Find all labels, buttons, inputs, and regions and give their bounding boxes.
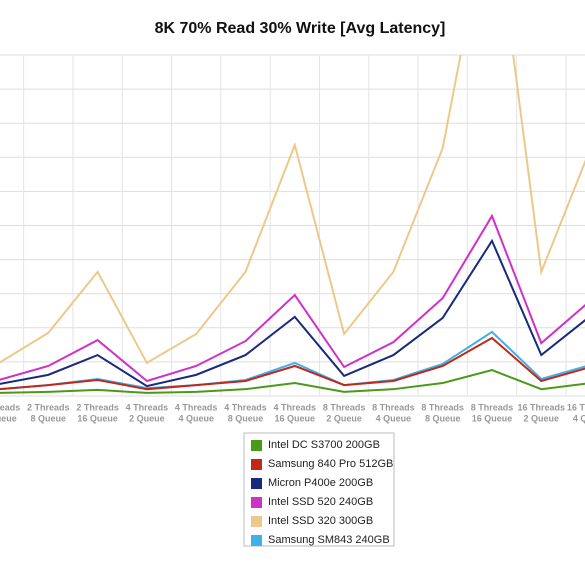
x-tick-label: 4 Queue — [376, 413, 412, 423]
x-tick-label: 4 Threads — [274, 402, 317, 412]
x-tick-label: 4 Queue — [573, 413, 585, 423]
chart-title: 8K 70% Read 30% Write [Avg Latency] — [155, 20, 446, 37]
x-tick-label: 8 Threads — [471, 402, 514, 412]
x-tick-label: 2 Queue — [129, 413, 165, 423]
legend-label: Intel SSD 320 300GB — [268, 515, 373, 527]
x-tick-label: 2 Threads — [76, 402, 119, 412]
x-tick-label: 4 Queue — [0, 413, 17, 423]
legend-label: Intel SSD 520 240GB — [268, 496, 373, 508]
x-tick-label: 4 Threads — [224, 402, 267, 412]
x-tick-label: 8 Queue — [31, 413, 67, 423]
x-tick-label: 4 Queue — [178, 413, 214, 423]
x-tick-label: 8 Queue — [425, 413, 461, 423]
x-tick-label: 2 Queue — [326, 413, 362, 423]
legend-swatch — [251, 497, 262, 508]
legend-label: Micron P400e 200GB — [268, 477, 373, 489]
series-line — [0, 55, 585, 365]
x-tick-label: 16 Threads — [518, 402, 566, 412]
x-tick-label: 16 Queue — [472, 413, 513, 423]
legend-swatch — [251, 459, 262, 470]
legend-label: Intel DC S3700 200GB — [268, 439, 380, 451]
x-tick-label: 2 Threads — [27, 402, 70, 412]
legend-label: Samsung 840 Pro 512GB — [268, 458, 393, 470]
series-line — [0, 369, 585, 394]
x-tick-label: 2 Threads — [0, 402, 20, 412]
legend-swatch — [251, 478, 262, 489]
series-line — [0, 238, 585, 388]
x-tick-label: 8 Threads — [372, 402, 415, 412]
legend-swatch — [251, 516, 262, 527]
legend-box — [243, 432, 395, 547]
x-tick-label: 16 Queue — [275, 413, 316, 423]
series-line — [0, 213, 585, 383]
x-tick-label: 4 Threads — [126, 402, 169, 412]
x-tick-label: 8 Queue — [228, 413, 264, 423]
series-line — [0, 330, 585, 391]
x-tick-label: 4 Threads — [175, 402, 218, 412]
x-tick-label: 16 Threads — [567, 402, 585, 412]
x-tick-label: 8 Threads — [323, 402, 366, 412]
series-line — [0, 336, 585, 391]
x-tick-label: 2 Queue — [524, 413, 560, 423]
legend-label: Samsung SM843 240GB — [268, 534, 390, 546]
x-tick-label: 16 Queue — [77, 413, 118, 423]
plot-area — [0, 55, 585, 394]
legend-swatch — [251, 535, 262, 546]
x-tick-label: 8 Threads — [421, 402, 464, 412]
legend-swatch — [251, 440, 262, 451]
